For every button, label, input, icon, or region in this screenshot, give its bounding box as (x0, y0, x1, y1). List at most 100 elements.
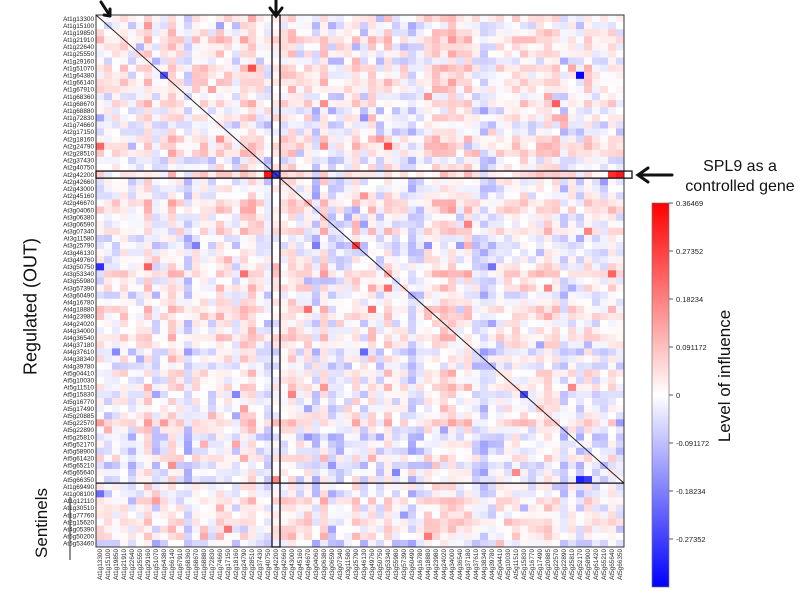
heatmap-cell (528, 234, 537, 243)
heatmap-cell (240, 376, 249, 385)
heatmap-cell (360, 206, 369, 214)
heatmap-cell (328, 277, 337, 285)
heatmap-cell (312, 199, 321, 207)
heatmap-cell (296, 426, 305, 434)
heatmap-cell (296, 355, 305, 363)
heatmap-cell (424, 149, 433, 158)
heatmap-cell (264, 199, 273, 207)
heatmap-cell (136, 57, 145, 65)
heatmap-cell (144, 483, 153, 491)
heatmap-cell (96, 398, 105, 406)
heatmap-cell (256, 447, 265, 456)
heatmap-cell (120, 305, 129, 314)
heatmap-cell (120, 156, 129, 165)
heatmap-cell (568, 22, 577, 30)
heatmap-cell (504, 447, 513, 456)
heatmap-cell (224, 426, 233, 434)
heatmap-cell (344, 171, 353, 179)
heatmap-cell (512, 85, 521, 94)
heatmap-cell (104, 107, 113, 115)
heatmap-cell (352, 433, 361, 441)
heatmap-cell (472, 355, 481, 363)
heatmap-cell (232, 15, 241, 23)
heatmap-cell (488, 305, 497, 314)
heatmap-cell (600, 213, 609, 221)
heatmap-cell (352, 305, 361, 314)
heatmap-cell (240, 192, 249, 200)
heatmap-cell (552, 114, 561, 122)
heatmap-cell (528, 320, 537, 328)
heatmap-cell (528, 206, 537, 214)
heatmap-cell (96, 341, 105, 349)
heatmap-cell (104, 263, 113, 271)
heatmap-cell (480, 93, 489, 101)
heatmap-cell (440, 355, 449, 363)
heatmap-cell (160, 312, 169, 321)
heatmap-cell (168, 291, 177, 300)
heatmap-cell (424, 419, 433, 427)
heatmap-cell (96, 206, 105, 214)
heatmap-cell (440, 85, 449, 94)
heatmap-cell (272, 398, 281, 406)
heatmap-cell (264, 355, 273, 363)
heatmap-cell (208, 511, 217, 519)
heatmap-cell (144, 206, 153, 214)
heatmap-cell (232, 234, 241, 243)
heatmap-cell (408, 227, 417, 236)
heatmap-cell (200, 291, 209, 300)
heatmap-cell (296, 440, 305, 448)
heatmap-cell (488, 284, 497, 292)
heatmap-cell (544, 263, 553, 271)
heatmap-cell (440, 192, 449, 200)
heatmap-cell (552, 390, 561, 399)
heatmap-cell (544, 447, 553, 456)
heatmap-cell (176, 504, 185, 512)
heatmap-cell (312, 376, 321, 385)
heatmap-cell (208, 433, 217, 441)
heatmap-cell (288, 483, 297, 491)
heatmap-cell (560, 171, 569, 179)
heatmap-cell (280, 405, 289, 413)
heatmap-cell (384, 213, 393, 221)
heatmap-cell (520, 249, 529, 257)
heatmap-cell (584, 192, 593, 200)
heatmap-cell (576, 234, 585, 243)
heatmap-cell (552, 64, 561, 73)
heatmap-cell (168, 518, 177, 527)
heatmap-cell (488, 369, 497, 378)
heatmap-cell (544, 497, 553, 505)
heatmap-cell (312, 426, 321, 434)
heatmap-cell (248, 355, 257, 363)
heatmap-cell (248, 369, 257, 378)
heatmap-cell (376, 135, 385, 143)
heatmap-cell (176, 525, 185, 534)
heatmap-cell (520, 362, 529, 370)
heatmap-cell (160, 149, 169, 158)
heatmap-cell (528, 369, 537, 378)
heatmap-cell (368, 433, 377, 441)
heatmap-cell (232, 57, 241, 65)
heatmap-cell (512, 93, 521, 101)
heatmap-cell (472, 312, 481, 321)
heatmap-cell (232, 100, 241, 108)
heatmap-cell (448, 50, 457, 58)
heatmap-cell (360, 256, 369, 264)
heatmap-cell (184, 149, 193, 158)
heatmap-cell (224, 291, 233, 300)
heatmap-cell (272, 57, 281, 65)
heatmap-cell (536, 341, 545, 349)
heatmap-cell (240, 43, 249, 51)
heatmap-cell (568, 185, 577, 193)
heatmap-cell (560, 539, 569, 548)
heatmap-cell (560, 36, 569, 44)
heatmap-cell (120, 447, 129, 456)
heatmap-cell (520, 291, 529, 300)
heatmap-cell (272, 461, 281, 470)
heatmap-cell (224, 29, 233, 37)
heatmap-cell (608, 57, 617, 65)
heatmap-cell (600, 36, 609, 44)
heatmap-cell (144, 525, 153, 534)
heatmap-cell (272, 163, 281, 172)
heatmap-cell (216, 50, 225, 58)
heatmap-cell (400, 383, 409, 392)
